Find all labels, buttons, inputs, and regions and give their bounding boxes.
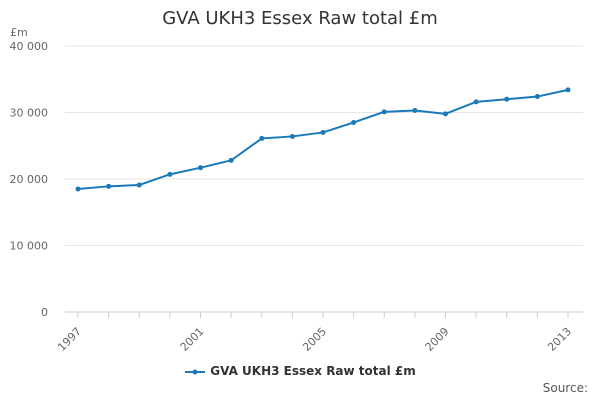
data-point[interactable] [289,133,295,139]
y-tick-label: 30 000 [10,107,49,120]
y-tick-label: 40 000 [10,40,49,53]
x-tick-label: 1997 [55,325,84,354]
y-axis-ticks: 0 10 000 20 000 30 000 40 000 [10,40,49,319]
grid-lines [65,45,583,313]
y-tick-label: 20 000 [10,173,49,186]
x-tick-label: 2001 [178,325,207,354]
data-point[interactable] [106,183,112,189]
data-point[interactable] [473,99,479,105]
data-point[interactable] [320,129,326,135]
data-point[interactable] [167,171,173,177]
y-tick-label: 0 [41,306,48,319]
legend-swatch-icon [185,369,206,374]
x-tick-label: 2005 [300,325,329,354]
chart-title: GVA UKH3 Essex Raw total £m [162,8,438,29]
x-axis-ticks: 1997 2001 2005 2009 2013 [55,312,574,354]
data-point[interactable] [228,157,234,163]
data-point[interactable] [198,165,203,171]
data-point[interactable] [534,94,540,100]
data-point[interactable] [412,108,418,114]
data-point[interactable] [259,135,265,141]
data-point[interactable] [504,96,510,102]
x-tick-label: 2013 [545,325,574,354]
y-axis-label: £m [10,26,28,39]
data-point[interactable] [443,111,448,117]
data-point[interactable] [351,119,357,125]
data-point[interactable] [136,182,142,188]
series-line [77,88,569,190]
data-point[interactable] [565,87,571,93]
source-note: Source: [542,381,588,395]
series-layer [75,87,571,192]
x-tick-label: 2009 [423,325,452,354]
legend[interactable]: GVA UKH3 Essex Raw total £m [0,364,600,378]
y-tick-label: 10 000 [10,240,49,253]
data-point[interactable] [381,109,387,115]
legend-item-label: GVA UKH3 Essex Raw total £m [210,364,416,378]
data-point[interactable] [75,186,81,192]
